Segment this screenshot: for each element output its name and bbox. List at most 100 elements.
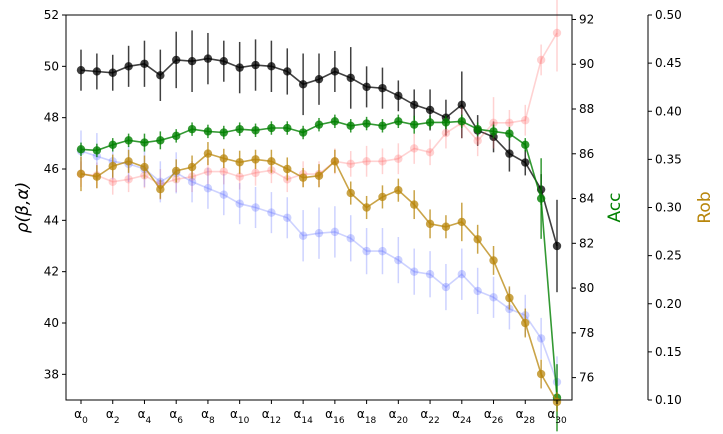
series-4-point bbox=[441, 222, 451, 231]
series-0-point bbox=[203, 54, 213, 63]
series-3-point bbox=[536, 194, 546, 203]
rob-axis-title: Rob bbox=[695, 191, 715, 223]
x-tick-label: α22 bbox=[420, 407, 439, 426]
series-3-point bbox=[76, 145, 86, 154]
series-1-point bbox=[378, 157, 387, 166]
left-tick-label: 50 bbox=[44, 59, 59, 73]
series-2-point bbox=[346, 234, 355, 243]
series-4-point bbox=[298, 173, 308, 182]
series-3-point bbox=[124, 136, 133, 145]
series-4-point bbox=[314, 171, 324, 180]
series-1-point bbox=[251, 168, 260, 178]
series-1-point bbox=[552, 28, 562, 38]
rob-tick-label: 0.50 bbox=[655, 8, 682, 22]
series-2-point bbox=[457, 270, 466, 279]
series-0-point bbox=[425, 105, 435, 115]
series-0-point bbox=[187, 57, 197, 66]
series-4-point bbox=[108, 161, 117, 171]
series-4-point bbox=[219, 154, 228, 163]
series-2-point bbox=[314, 228, 324, 238]
series-0-point bbox=[172, 55, 181, 65]
series-2-point bbox=[362, 246, 371, 256]
series-4-point bbox=[251, 155, 260, 164]
series-0-point bbox=[283, 67, 292, 76]
series-1-point bbox=[489, 118, 498, 128]
acc-tick-label: 78 bbox=[579, 326, 594, 340]
series-1-point bbox=[505, 118, 514, 128]
series-3-point bbox=[251, 126, 260, 135]
series-4-point bbox=[457, 217, 466, 227]
acc-tick-label: 80 bbox=[579, 281, 594, 295]
series-0 bbox=[76, 30, 562, 293]
series-1-point bbox=[346, 159, 355, 169]
series-0-point bbox=[457, 100, 466, 110]
series-1-point bbox=[203, 167, 213, 176]
series-3-point bbox=[140, 138, 149, 147]
series-1-point bbox=[235, 172, 244, 181]
series-2-point bbox=[473, 286, 482, 296]
series-0-point bbox=[76, 65, 86, 75]
series-1-point bbox=[362, 157, 371, 166]
plot-border bbox=[65, 14, 573, 401]
series-3-point bbox=[283, 123, 292, 133]
series-2-point bbox=[187, 177, 197, 187]
series-3-point bbox=[219, 128, 228, 137]
acc-tick-label: 92 bbox=[579, 12, 594, 26]
series-3-point bbox=[457, 117, 466, 126]
series-4-point bbox=[473, 235, 482, 244]
x-tick-label: α12 bbox=[262, 407, 281, 426]
series-0-point bbox=[314, 74, 324, 84]
series-0-point bbox=[505, 149, 514, 158]
series-4-point bbox=[362, 203, 371, 212]
x-tick-label: α6 bbox=[169, 407, 183, 426]
series-1-point bbox=[536, 55, 546, 65]
series-0-point bbox=[156, 71, 165, 80]
series-layer bbox=[76, 0, 562, 432]
series-0-point bbox=[394, 91, 403, 101]
series-3-point bbox=[203, 127, 213, 136]
series-3-point bbox=[394, 117, 403, 126]
series-3-point bbox=[489, 127, 498, 136]
acc-tick-label: 84 bbox=[579, 192, 594, 206]
left-tick-label: 40 bbox=[44, 316, 59, 330]
series-2-point bbox=[235, 199, 244, 208]
rob-axis: 0.10 0.15 0.20 0.25 0.30 0.35 0.40 0.45 0.50 bbox=[647, 8, 682, 407]
left-axis: 38 40 42 44 46 48 50 52 bbox=[44, 8, 66, 381]
series-4-point bbox=[330, 157, 340, 166]
series-4-point bbox=[187, 162, 197, 172]
series-3-point bbox=[187, 124, 197, 134]
series-2-point bbox=[267, 208, 276, 217]
series-4-point bbox=[425, 219, 435, 229]
rob-tick-label: 0.10 bbox=[655, 393, 682, 407]
series-4-point bbox=[76, 169, 86, 179]
series-2-point bbox=[394, 255, 403, 265]
x-tick-label: α14 bbox=[293, 407, 313, 426]
series-4-line bbox=[80, 152, 558, 403]
acc-tick-label: 88 bbox=[579, 102, 594, 116]
left-axis-title: ρ(β,α) bbox=[13, 182, 33, 234]
acc-tick-label: 90 bbox=[579, 57, 594, 71]
acc-tick-label: 82 bbox=[579, 236, 594, 250]
series-4-point bbox=[140, 162, 149, 172]
series-4-point bbox=[378, 192, 387, 202]
series-3-point bbox=[172, 131, 181, 141]
series-2-point bbox=[330, 227, 340, 237]
rob-tick-label: 0.15 bbox=[655, 345, 682, 359]
x-tick-label: α26 bbox=[484, 407, 504, 426]
series-3-point bbox=[441, 118, 451, 127]
series-3-point bbox=[425, 118, 435, 127]
rob-tick-label: 0.25 bbox=[655, 249, 682, 263]
series-2-point bbox=[536, 334, 546, 343]
left-tick-label: 46 bbox=[44, 162, 59, 176]
rob-tick-label: 0.45 bbox=[655, 56, 682, 70]
series-4-point bbox=[283, 164, 292, 174]
series-1-point bbox=[124, 175, 133, 184]
series-1-point bbox=[441, 128, 451, 138]
series-2-point bbox=[378, 246, 387, 256]
series-3-point bbox=[362, 119, 371, 128]
x-tick-label: α18 bbox=[357, 407, 377, 426]
series-0-point bbox=[235, 63, 244, 72]
x-tick-label: α28 bbox=[516, 407, 536, 426]
x-tick-label: α8 bbox=[201, 407, 215, 426]
series-0-point bbox=[330, 67, 340, 76]
